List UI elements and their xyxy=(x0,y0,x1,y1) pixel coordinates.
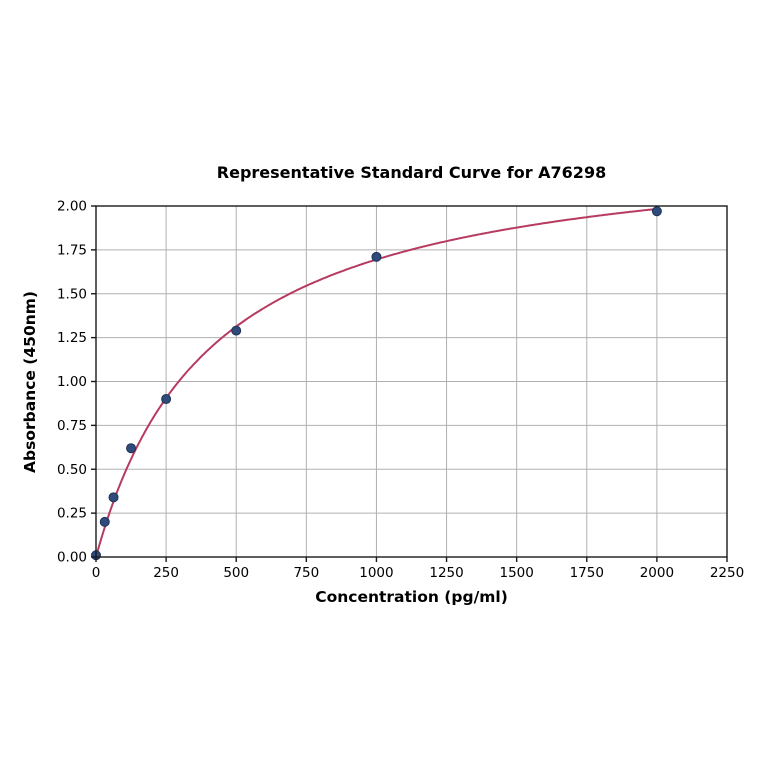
x-tick-label: 1000 xyxy=(359,565,393,581)
data-point xyxy=(126,443,137,454)
data-point xyxy=(651,206,662,217)
x-tick-label: 500 xyxy=(223,565,249,581)
x-tick-label: 250 xyxy=(153,565,179,581)
data-point xyxy=(99,516,110,527)
x-axis-label: Concentration (pg/ml) xyxy=(315,588,508,606)
x-tick-label: 0 xyxy=(92,565,101,581)
data-point xyxy=(161,394,172,405)
x-tick-label: 750 xyxy=(293,565,319,581)
data-point xyxy=(108,492,119,503)
y-tick-label: 0.00 xyxy=(57,550,87,566)
data-point xyxy=(231,325,242,336)
x-tick-label: 1750 xyxy=(570,565,604,581)
y-tick-label: 0.75 xyxy=(57,418,87,434)
y-tick-label: 1.25 xyxy=(57,330,87,346)
data-point xyxy=(371,251,382,262)
y-tick-label: 0.50 xyxy=(57,462,87,478)
x-tick-label: 2000 xyxy=(640,565,674,581)
y-tick-label: 0.25 xyxy=(57,506,87,522)
x-tick-label: 1500 xyxy=(499,565,533,581)
y-tick-label: 1.00 xyxy=(57,374,87,390)
x-tick-label: 1250 xyxy=(429,565,463,581)
y-tick-label: 1.50 xyxy=(57,286,87,302)
x-tick-label: 2250 xyxy=(710,565,744,581)
chart-title: Representative Standard Curve for A76298 xyxy=(216,163,607,182)
y-tick-label: 2.00 xyxy=(57,199,87,215)
y-tick-label: 1.75 xyxy=(57,242,87,258)
